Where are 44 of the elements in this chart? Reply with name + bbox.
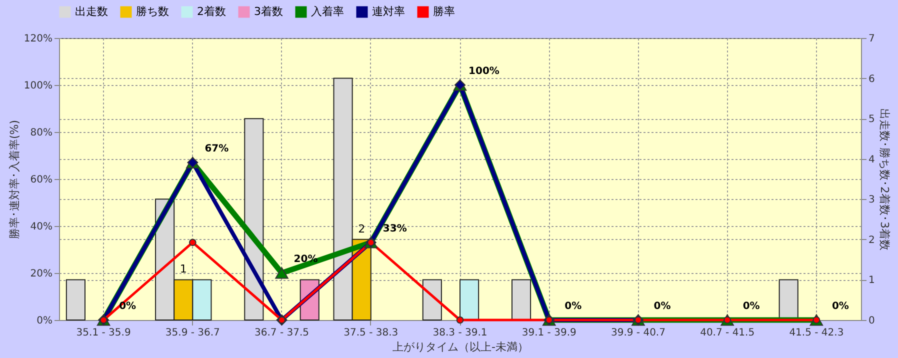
y2-tick-label: 1 <box>868 275 875 286</box>
data-label: 0% <box>742 301 760 312</box>
y-tick-label: 80% <box>30 128 52 138</box>
data-label: 33% <box>382 223 407 234</box>
x-tick-label: 37.5 - 38.3 <box>344 328 398 338</box>
legend-label: 連対率 <box>372 5 405 18</box>
y-tick-label: 40% <box>30 222 52 232</box>
y-tick-label: 20% <box>30 268 52 280</box>
x-tick-label: 39.1 - 39.9 <box>522 328 576 338</box>
legend-label: 勝率 <box>433 5 455 18</box>
x-tick-label: 35.1 - 35.9 <box>76 328 131 338</box>
data-label: 1 <box>180 262 187 276</box>
x-tick-label: 40.7 - 41.5 <box>700 328 755 338</box>
y2-tick-label: 0 <box>868 316 875 326</box>
y2-axis-title: 出走数･勝ち数･2着数･3着数 <box>878 108 891 250</box>
y-tick-label: 60% <box>30 174 52 186</box>
legend-label: 3着数 <box>254 5 283 18</box>
data-label: 67% <box>204 144 229 155</box>
data-label: 0% <box>832 301 849 312</box>
legend-label: 2着数 <box>197 5 226 18</box>
data-label: 0% <box>564 301 582 312</box>
x-tick-label: 36.7 - 37.5 <box>254 328 310 338</box>
y2-tick-label: 4 <box>868 154 875 166</box>
legend-label: 勝ち数 <box>136 5 169 18</box>
y2-tick-label: 2 <box>868 234 875 246</box>
y-axis-title: 勝率･連対率･入着率(%) <box>8 120 21 240</box>
y-tick-label: 100% <box>24 80 52 92</box>
data-label: 2 <box>358 222 366 236</box>
y-tick-label: 120% <box>24 34 52 44</box>
x-tick-label: 39.9 - 40.7 <box>610 328 666 338</box>
x-tick-label: 38.3 - 39.1 <box>432 328 488 338</box>
y2-tick-label: 5 <box>868 114 875 126</box>
legend-label: 入着率 <box>311 5 344 18</box>
x-tick-label: 35.9 - 36.7 <box>165 328 220 338</box>
y2-tick-label: 6 <box>868 74 875 85</box>
x-tick-label: 41.5 - 42.3 <box>789 328 844 338</box>
data-label: 0% <box>119 301 136 312</box>
y2-tick-label: 3 <box>868 194 875 206</box>
y-tick-label: 0% <box>36 316 52 326</box>
x-axis-title: 上がりタイム（以上-未満） <box>392 340 528 354</box>
data-label: 0% <box>654 301 671 312</box>
y2-tick-label: 7 <box>868 34 875 44</box>
data-label: 100% <box>468 66 500 77</box>
legend-label: 出走数 <box>75 5 108 18</box>
